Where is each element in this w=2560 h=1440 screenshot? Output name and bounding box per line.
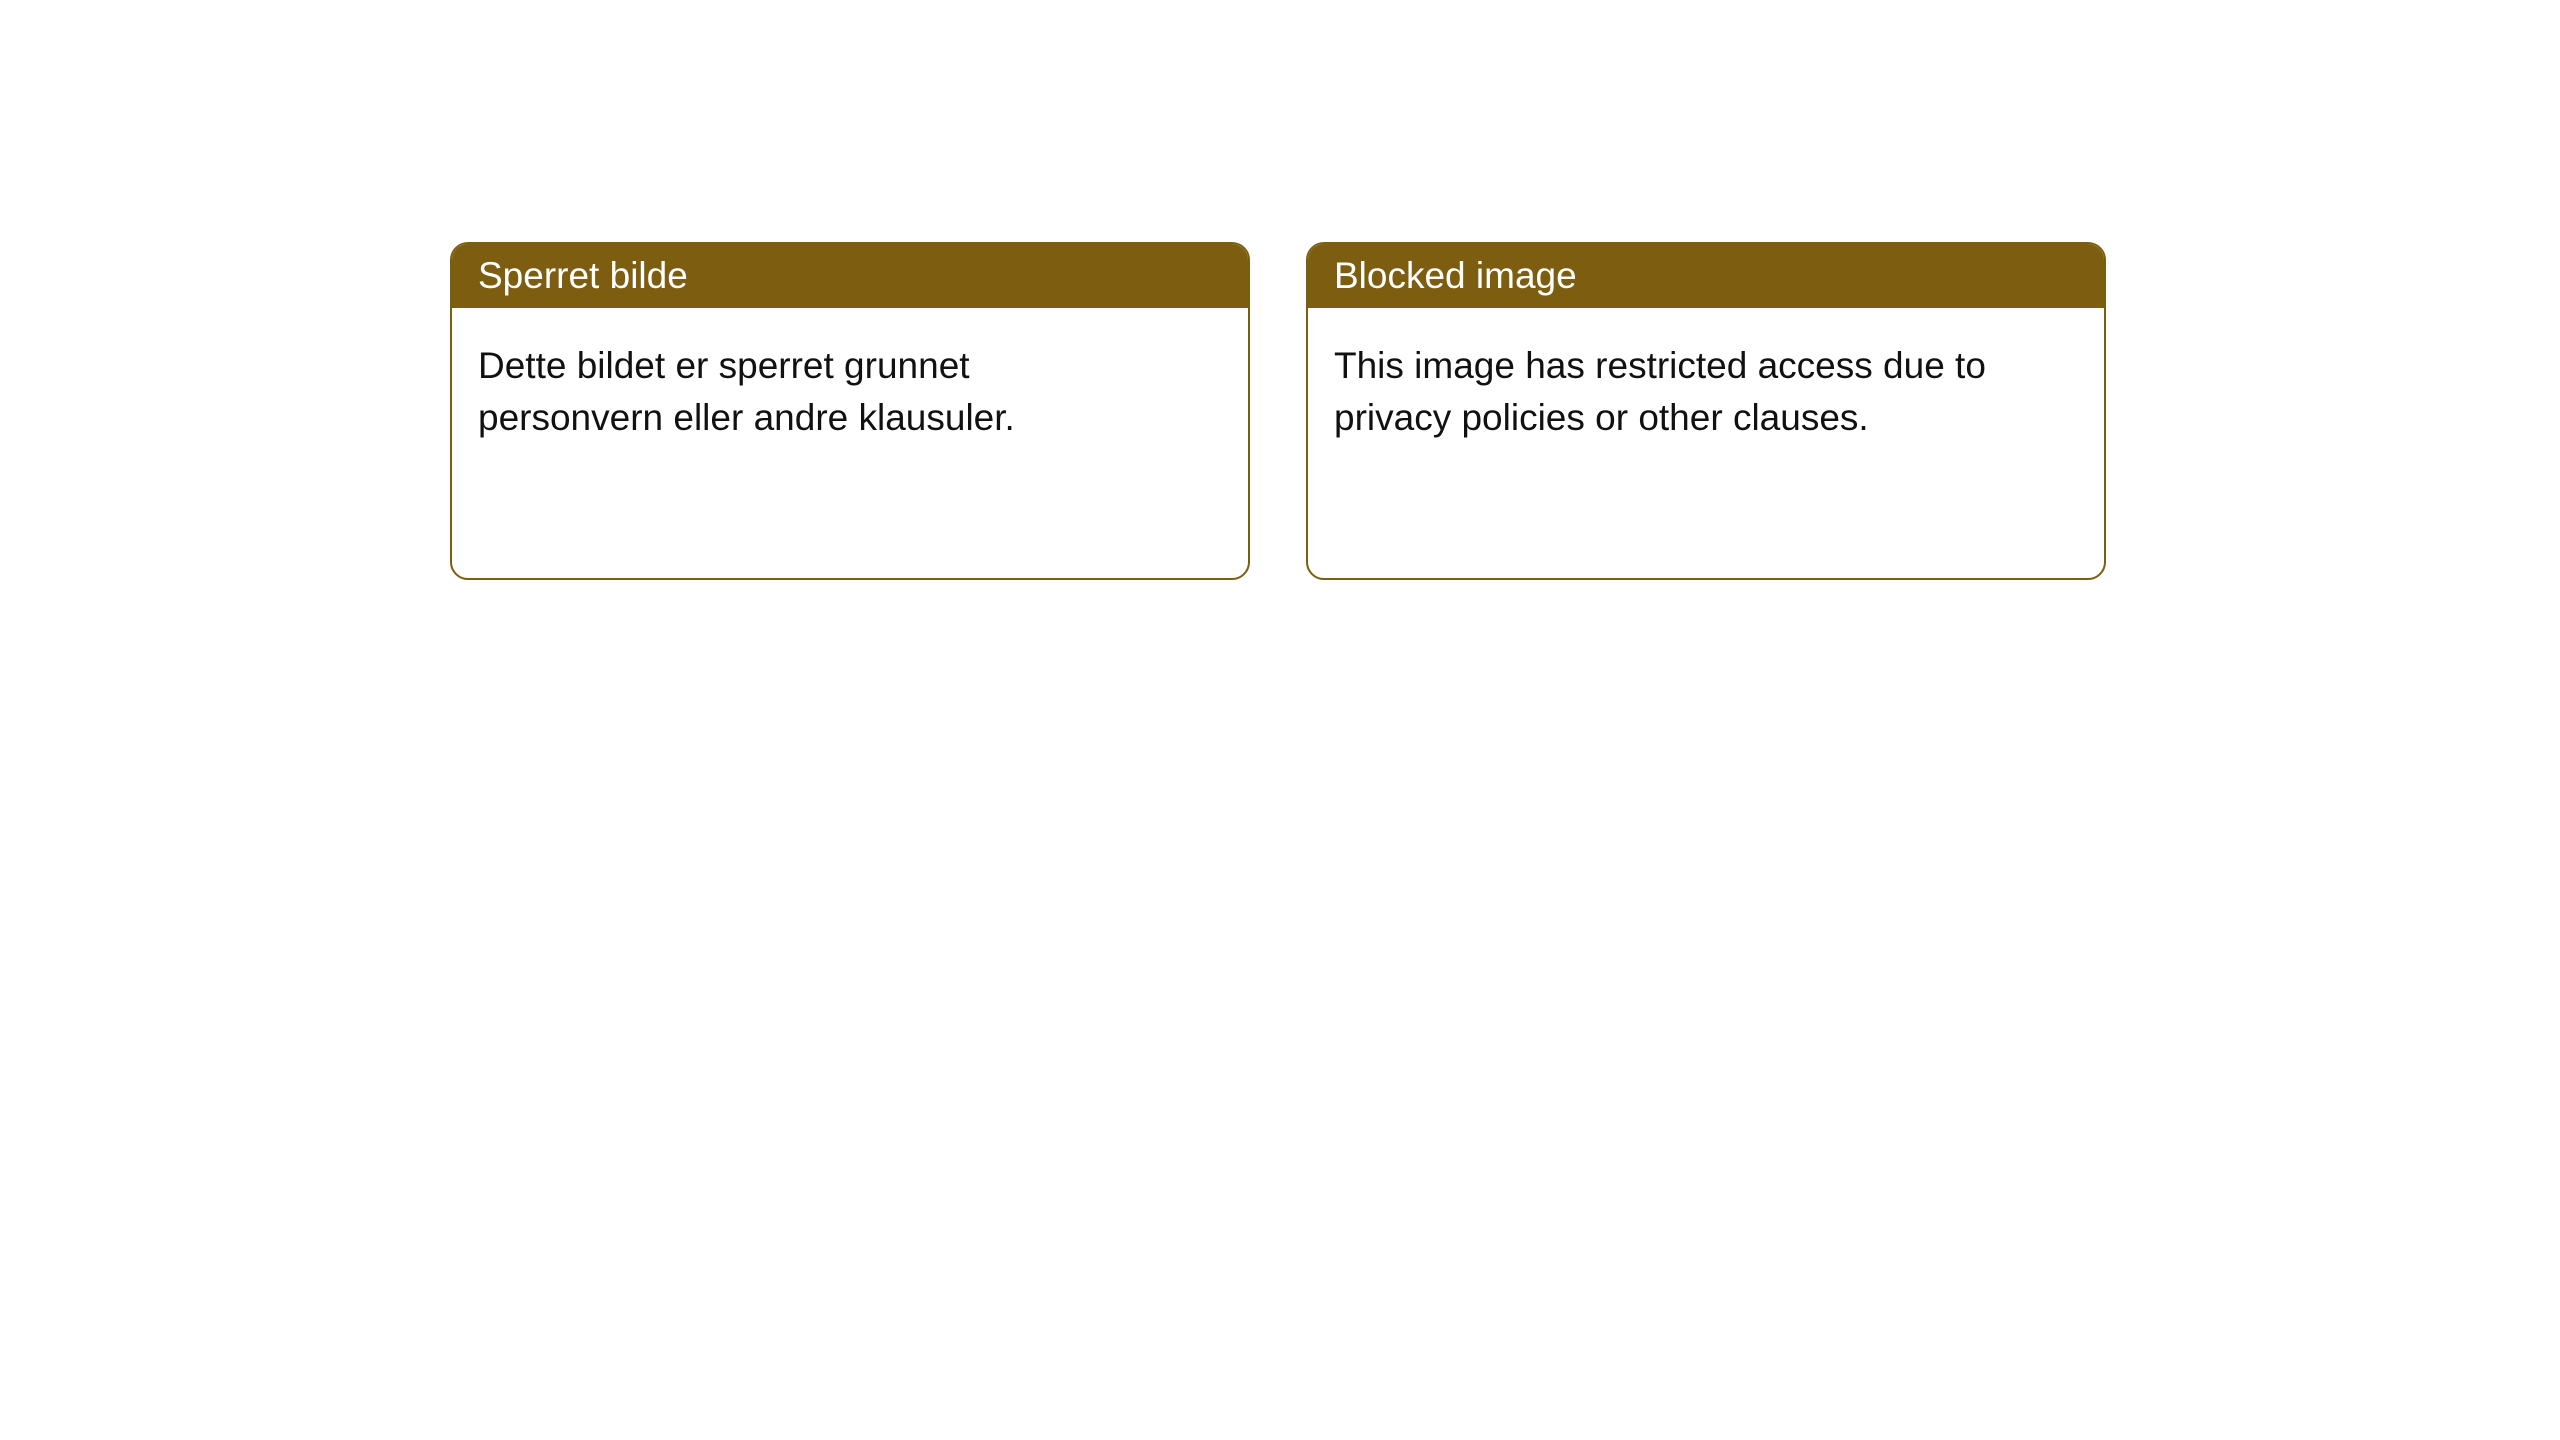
card-body-english: This image has restricted access due to … (1308, 308, 2028, 476)
card-header-norwegian: Sperret bilde (452, 244, 1248, 308)
card-header-english: Blocked image (1308, 244, 2104, 308)
blocked-image-card-norwegian: Sperret bilde Dette bildet er sperret gr… (450, 242, 1250, 580)
card-text-english: This image has restricted access due to … (1334, 345, 1986, 438)
card-text-norwegian: Dette bildet er sperret grunnet personve… (478, 345, 1015, 438)
blocked-image-card-english: Blocked image This image has restricted … (1306, 242, 2106, 580)
card-body-norwegian: Dette bildet er sperret grunnet personve… (452, 308, 1172, 476)
card-title-english: Blocked image (1334, 255, 1577, 296)
card-title-norwegian: Sperret bilde (478, 255, 688, 296)
notice-container: Sperret bilde Dette bildet er sperret gr… (0, 0, 2560, 580)
